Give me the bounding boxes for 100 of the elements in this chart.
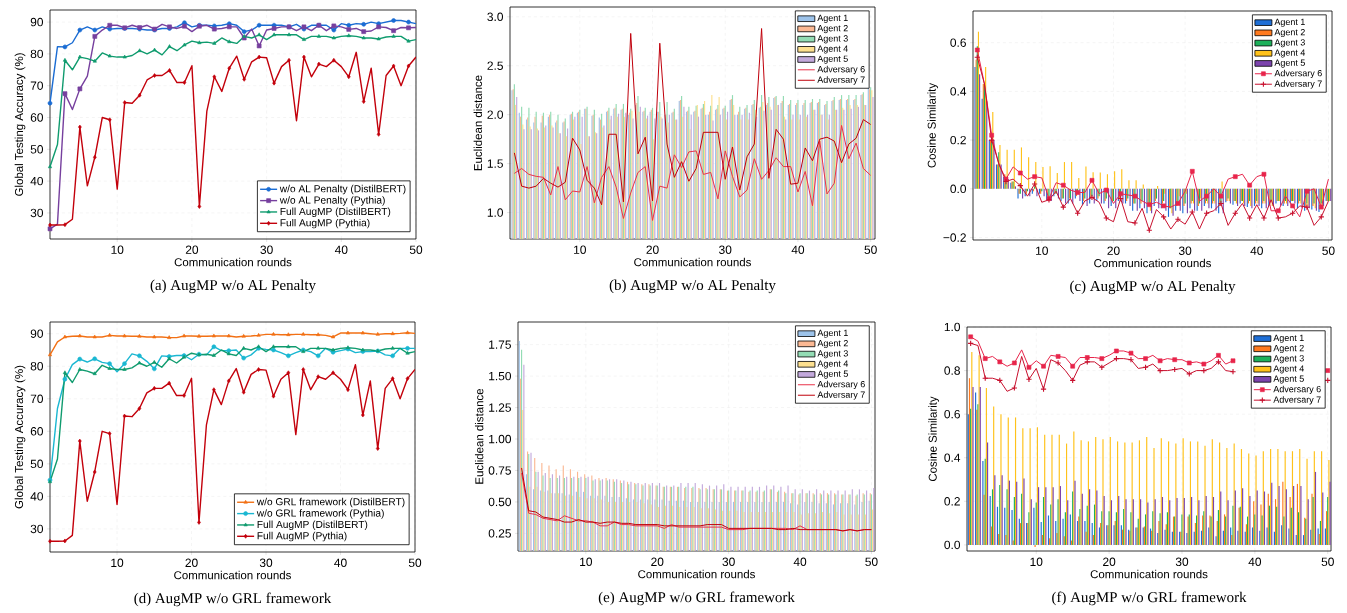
- x-tick-label: 40: [334, 245, 348, 254]
- y-tick-label: 0.0: [950, 184, 967, 194]
- text: (d) AugMP w/o GRL framework: [134, 592, 332, 607]
- y-tick-label: 1.0: [487, 208, 504, 217]
- y-tick-label: 60: [30, 113, 44, 122]
- y-tick-label: 1.50: [489, 371, 512, 381]
- legend-label: Agent 2: [817, 25, 848, 34]
- y-tick-label: 70: [30, 81, 44, 90]
- text: (c) AugMP w/o AL Penalty: [1070, 280, 1236, 295]
- y-tick-label: 1.00: [489, 434, 512, 444]
- x-tick-label: 50: [864, 245, 877, 254]
- x-tick-label: 20: [185, 558, 198, 567]
- legend-label: w/o AL Penalty (DistilBERT): [279, 184, 406, 195]
- y-tick-label: 1.25: [489, 403, 511, 412]
- text: (a) AugMP w/o AL Penalty: [150, 279, 316, 294]
- x-tick-label: 30: [260, 245, 273, 254]
- y-tick-label: 80: [30, 362, 44, 371]
- x-tick-label: 10: [580, 557, 593, 566]
- legend-label: Adversary 6: [817, 380, 865, 390]
- legend-label: Agent 3: [817, 350, 848, 359]
- legend-label: Agent 4: [1273, 365, 1304, 374]
- legend-label: Agent 3: [1274, 39, 1305, 48]
- y-tick-label: 40: [30, 176, 44, 186]
- y-tick-label: 90: [30, 329, 44, 338]
- legend-label: Adversary 7: [817, 76, 865, 85]
- legend-label: Adversary 7: [1274, 80, 1322, 89]
- x-tick-label: 40: [791, 245, 805, 254]
- y-tick-label: 1.5: [487, 159, 503, 168]
- y-tick-label: 3.0: [487, 12, 504, 22]
- x-tick-label: 50: [409, 245, 423, 254]
- y-axis-title: Global Testing Accuracy (%): [14, 53, 26, 196]
- legend-label: Agent 5: [817, 55, 848, 64]
- y-tick-label: 0.4: [944, 453, 961, 462]
- legend-label: Full AugMP (DistilBERT): [257, 520, 368, 530]
- y-tick-label: 2.5: [487, 61, 503, 70]
- legend-label: w/o GRL framework (Pythia): [256, 509, 384, 519]
- x-axis-title: Communication rounds: [1090, 569, 1208, 579]
- legend-label: Adversary 7: [817, 391, 865, 400]
- legend-label: Agent 5: [1274, 59, 1305, 68]
- legend-label: Full AugMP (DistilBERT): [280, 207, 391, 218]
- legend-label: Adversary 7: [1273, 396, 1321, 405]
- y-tick-label: 0.6: [950, 38, 966, 47]
- legend-label: w/o GRL framework (DistilBERT): [256, 497, 405, 508]
- y-tick-label: 1.0: [944, 322, 961, 332]
- y-tick-label: 0.2: [944, 497, 960, 506]
- x-tick-label: 50: [1321, 557, 1334, 566]
- y-tick-label: 80: [30, 49, 44, 59]
- y-axis-title: Cosine Similarity: [928, 396, 940, 482]
- x-tick-label: 10: [1036, 246, 1048, 255]
- x-tick-label: 40: [793, 557, 807, 566]
- legend-label: Adversary 6: [817, 65, 865, 75]
- text: (e) AugMP w/o GRL framework: [598, 591, 795, 606]
- legend-label: Agent 5: [1273, 375, 1304, 384]
- x-tick-label: 20: [651, 557, 664, 566]
- x-axis-title: Communication rounds: [634, 257, 751, 267]
- x-tick-label: 30: [719, 245, 732, 254]
- legend-label: Agent 1: [1274, 18, 1305, 27]
- y-tick-label: 40: [30, 492, 44, 501]
- y-tick-label: 50: [30, 459, 44, 469]
- x-tick-label: 30: [1175, 557, 1189, 566]
- x-tick-label: 10: [111, 245, 124, 254]
- y-tick-label: 0.4: [950, 87, 967, 96]
- x-tick-label: 50: [865, 557, 878, 566]
- y-tick-label: 2.0: [487, 110, 504, 119]
- y-tick-label: 0.0: [944, 540, 961, 550]
- legend-label: Agent 4: [817, 45, 848, 54]
- y-tick-label: 0.25: [488, 529, 511, 538]
- x-tick-label: 20: [1103, 557, 1116, 566]
- y-tick-label: 0.8: [944, 366, 960, 375]
- legend-label: w/o AL Penalty (Pythia): [279, 196, 385, 206]
- x-tick-label: 30: [259, 558, 273, 567]
- text: (b) AugMP w/o AL Penalty: [609, 279, 776, 294]
- x-axis-title: Communication rounds: [174, 570, 291, 580]
- y-axis-title: Euclidean distance: [473, 75, 483, 171]
- y-tick-label: −0.2: [943, 233, 966, 242]
- legend-label: Agent 5: [817, 370, 848, 379]
- legend-label: Agent 2: [1274, 28, 1305, 38]
- x-tick-label: 40: [334, 558, 347, 567]
- legend-label: Agent 3: [1273, 355, 1304, 364]
- legend-label: Full AugMP (Pythia): [280, 218, 370, 229]
- y-tick-label: 60: [30, 427, 44, 436]
- x-tick-label: 30: [722, 557, 735, 566]
- legend-label: Agent 4: [817, 360, 849, 369]
- x-tick-label: 20: [1107, 246, 1120, 255]
- y-tick-label: 30: [30, 208, 44, 218]
- y-tick-label: 30: [30, 524, 44, 534]
- x-tick-label: 50: [408, 558, 422, 567]
- x-tick-label: 10: [111, 558, 124, 567]
- x-tick-label: 30: [1178, 246, 1192, 255]
- y-tick-label: 0.2: [950, 135, 966, 145]
- legend-label: Agent 2: [817, 339, 848, 349]
- y-axis-title: Global Testing Accuracy (%): [14, 365, 26, 509]
- legend-label: Agent 4: [1274, 49, 1306, 58]
- x-tick-label: 10: [574, 245, 586, 254]
- x-tick-label: 20: [185, 245, 199, 254]
- legend-label: Agent 1: [817, 14, 848, 23]
- y-tick-label: 90: [30, 17, 44, 27]
- x-axis-title: Communication rounds: [174, 257, 292, 267]
- x-tick-label: 20: [646, 245, 659, 254]
- x-axis-title: Communication rounds: [638, 569, 755, 579]
